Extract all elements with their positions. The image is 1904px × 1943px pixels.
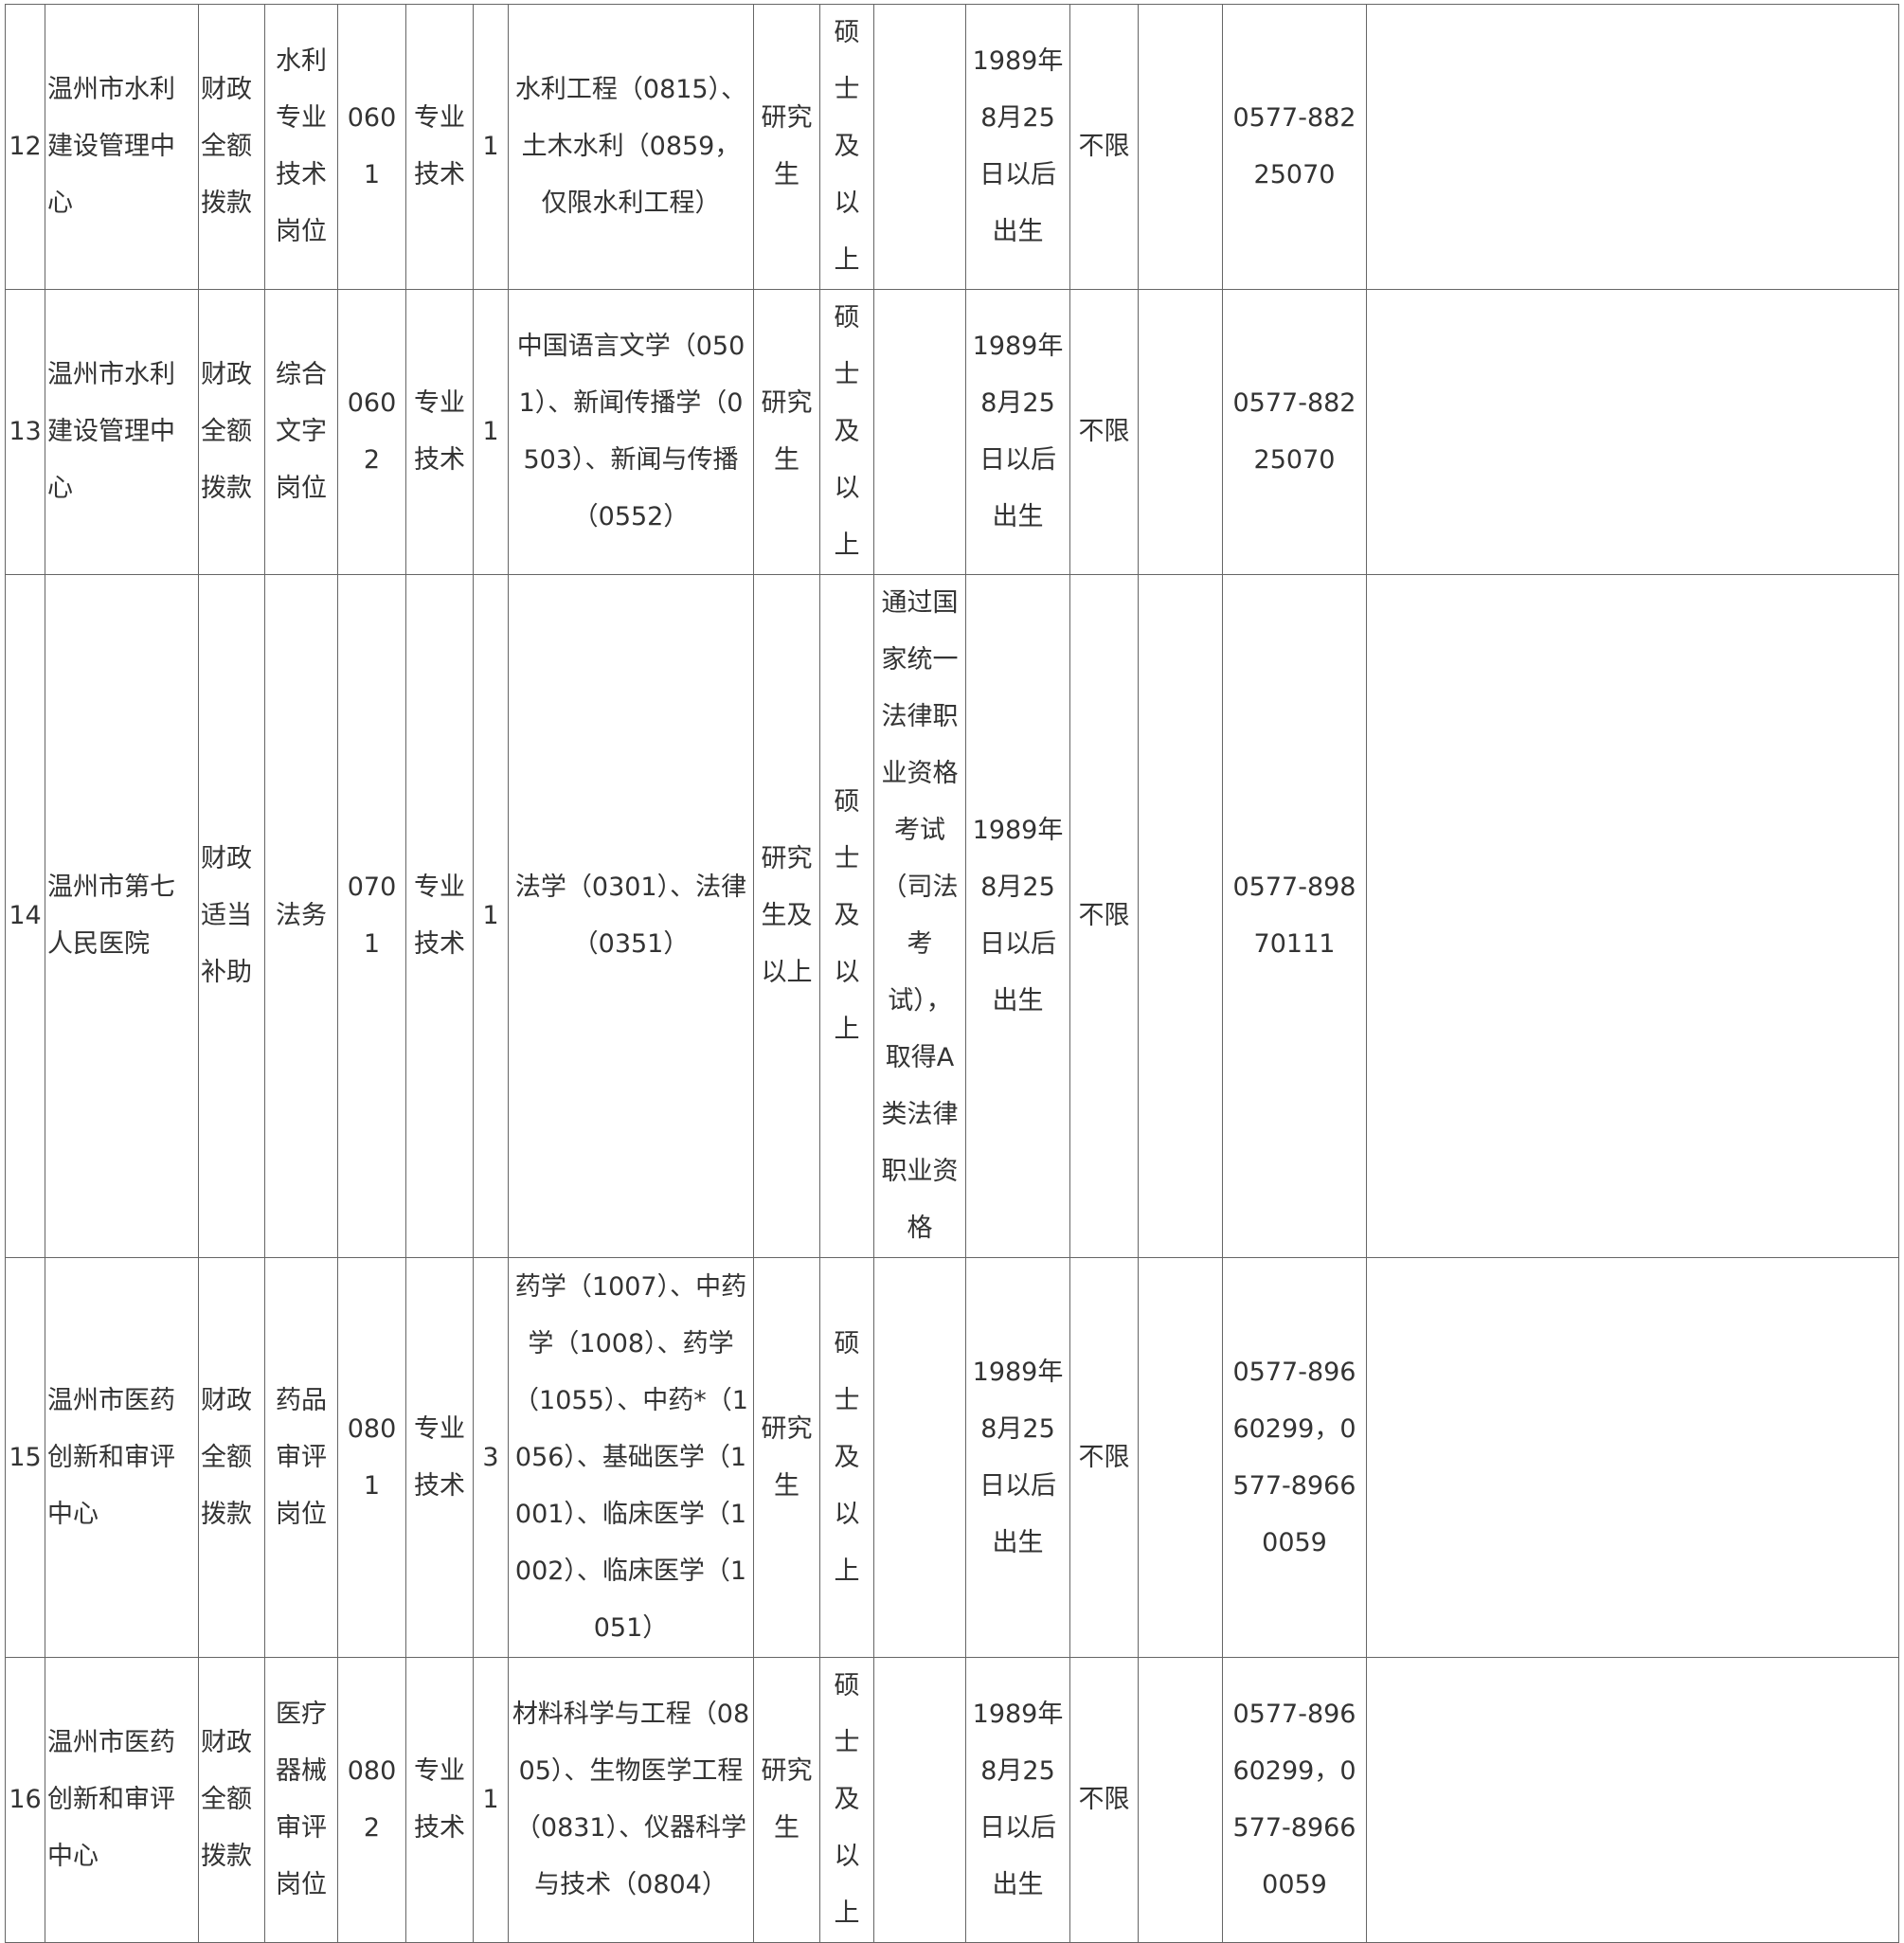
recruitment-table: 12 温州市水利建设管理中心 财政全额拨款 水利专业技术岗位 0601 专业技术 1 水利工程…	[5, 4, 1899, 1943]
cell-position: 综合文字岗位	[264, 289, 338, 575]
cell-position: 水利专业技术岗位	[264, 4, 338, 290]
cell-other	[873, 4, 966, 290]
cell-unit: 温州市第七人民医院	[45, 574, 199, 1258]
cell-major: 材料科学与工程（0805）、生物医学工程（0831）、仪器科学与技术（0804）	[508, 1657, 754, 1943]
cell-other	[873, 1657, 966, 1943]
cell-funding: 财政全额拨款	[198, 1257, 265, 1658]
cell-funding: 财政全额拨款	[198, 4, 265, 290]
cell-count: 1	[473, 289, 509, 575]
cell-extra	[1138, 574, 1223, 1258]
cell-unit: 温州市水利建设管理中心	[45, 4, 199, 290]
cell-no: 14	[5, 574, 45, 1258]
cell-gender: 不限	[1069, 4, 1139, 290]
cell-major: 中国语言文学（0501）、新闻传播学（0503）、新闻与传播（0552）	[508, 289, 754, 575]
cell-extra	[1138, 4, 1223, 290]
cell-degree: 硕士及以上	[819, 1257, 874, 1658]
cell-no: 13	[5, 289, 45, 575]
cell-code: 0802	[337, 1657, 406, 1943]
cell-no: 12	[5, 4, 45, 290]
cell-phone: 0577-88225070	[1222, 4, 1367, 290]
cell-no: 16	[5, 1657, 45, 1943]
table-row: 13 温州市水利建设管理中心 财政全额拨款 综合文字岗位 0602 专业技术 1 中国语言文学…	[5, 289, 1899, 575]
cell-position: 药品审评岗位	[264, 1257, 338, 1658]
table-row: 15 温州市医药创新和审评中心 财政全额拨款 药品审评岗位 0801 专业技术 3 药学（10…	[5, 1257, 1899, 1658]
cell-degree: 硕士及以上	[819, 1657, 874, 1943]
cell-gender: 不限	[1069, 574, 1139, 1258]
cell-degree: 硕士及以上	[819, 574, 874, 1258]
cell-unit: 温州市医药创新和审评中心	[45, 1657, 199, 1943]
cell-extra	[1138, 1257, 1223, 1658]
cell-degree: 硕士及以上	[819, 4, 874, 290]
cell-education: 研究生	[753, 1657, 820, 1943]
cell-count: 1	[473, 574, 509, 1258]
cell-no: 15	[5, 1257, 45, 1658]
cell-count: 3	[473, 1257, 509, 1658]
cell-education: 研究生	[753, 4, 820, 290]
cell-funding: 财政适当补助	[198, 574, 265, 1258]
cell-code: 0701	[337, 574, 406, 1258]
cell-age: 1989年8月25日以后出生	[965, 289, 1070, 575]
cell-code: 0602	[337, 289, 406, 575]
cell-extra	[1138, 289, 1223, 575]
cell-major: 法学（0301）、法律（0351）	[508, 574, 754, 1258]
cell-gender: 不限	[1069, 1257, 1139, 1658]
cell-type: 专业技术	[405, 574, 474, 1258]
cell-other	[873, 289, 966, 575]
cell-age: 1989年8月25日以后出生	[965, 574, 1070, 1258]
cell-unit: 温州市水利建设管理中心	[45, 289, 199, 575]
cell-funding: 财政全额拨款	[198, 1657, 265, 1943]
cell-degree: 硕士及以上	[819, 289, 874, 575]
cell-gender: 不限	[1069, 1657, 1139, 1943]
cell-gender: 不限	[1069, 289, 1139, 575]
cell-type: 专业技术	[405, 4, 474, 290]
cell-note	[1366, 574, 1899, 1258]
cell-note	[1366, 4, 1899, 290]
cell-extra	[1138, 1657, 1223, 1943]
cell-code: 0801	[337, 1257, 406, 1658]
cell-type: 专业技术	[405, 1657, 474, 1943]
cell-type: 专业技术	[405, 1257, 474, 1658]
cell-phone: 0577-89870111	[1222, 574, 1367, 1258]
cell-phone: 0577-89660299，0577-89660059	[1222, 1657, 1367, 1943]
table-row: 16 温州市医药创新和审评中心 财政全额拨款 医疗器械审评岗位 0802 专业技术 1 材料科…	[5, 1657, 1899, 1943]
cell-funding: 财政全额拨款	[198, 289, 265, 575]
cell-position: 医疗器械审评岗位	[264, 1657, 338, 1943]
cell-major: 水利工程（0815）、土木水利（0859，仅限水利工程）	[508, 4, 754, 290]
cell-count: 1	[473, 1657, 509, 1943]
cell-note	[1366, 289, 1899, 575]
cell-age: 1989年8月25日以后出生	[965, 1257, 1070, 1658]
cell-major: 药学（1007）、中药学（1008）、药学（1055）、中药*（1056）、基础…	[508, 1257, 754, 1658]
table-row: 14 温州市第七人民医院 财政适当补助 法务 0701 专业技术 1 法学（0301）、法律（…	[5, 574, 1899, 1258]
cell-other	[873, 1257, 966, 1658]
cell-phone: 0577-88225070	[1222, 289, 1367, 575]
cell-education: 研究生	[753, 1257, 820, 1658]
cell-education: 研究生	[753, 289, 820, 575]
cell-note	[1366, 1257, 1899, 1658]
cell-note	[1366, 1657, 1899, 1943]
cell-phone: 0577-89660299，0577-89660059	[1222, 1257, 1367, 1658]
cell-count: 1	[473, 4, 509, 290]
cell-other: 通过国家统一法律职业资格考试（司法考试），取得A类法律职业资格	[873, 574, 966, 1258]
cell-education: 研究生及以上	[753, 574, 820, 1258]
cell-age: 1989年8月25日以后出生	[965, 4, 1070, 290]
cell-unit: 温州市医药创新和审评中心	[45, 1257, 199, 1658]
cell-type: 专业技术	[405, 289, 474, 575]
cell-code: 0601	[337, 4, 406, 290]
cell-age: 1989年8月25日以后出生	[965, 1657, 1070, 1943]
cell-position: 法务	[264, 574, 338, 1258]
table-row: 12 温州市水利建设管理中心 财政全额拨款 水利专业技术岗位 0601 专业技术 1 水利工程…	[5, 4, 1899, 290]
